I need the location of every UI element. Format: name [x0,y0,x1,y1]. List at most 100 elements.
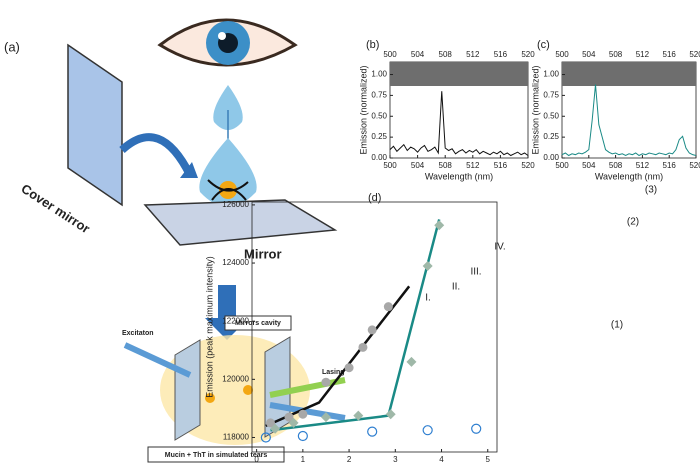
x-axis-label: Wavelength (nm) [425,171,493,181]
ccd-image [562,62,696,86]
panel-label: (a) [4,39,20,54]
x-tick-label: 508 [439,161,453,170]
x-tick-label: 500 [383,161,397,170]
ccd-image [390,62,528,86]
marker [270,423,281,434]
y-axis-label: Emission (peak maximum intensity) [204,256,214,398]
lasing-beam [269,377,346,398]
marker [471,423,482,434]
marker [422,260,433,271]
x-tick-label: 0 [254,455,259,464]
annotation: (2) [627,217,639,228]
x-tick-label: 3 [393,455,398,464]
molecule [205,393,215,403]
marker [320,412,331,423]
excitation-label: Excitaton [122,330,154,337]
x-tick-label: 512 [466,161,480,170]
series-line [265,285,411,427]
x-tick-label: 4 [439,455,444,464]
y-tick-label: 124000 [222,258,249,267]
x-tick-label: 500 [555,161,569,170]
x-axis-label: Wavelength (nm) [595,171,663,181]
marker [284,412,294,422]
x-tick-label: 520 [689,161,700,170]
flip-arrow [119,133,194,177]
marker [265,418,275,428]
y-tick-label: 1.00 [543,70,559,79]
x-tick-label: 508 [609,161,623,170]
lasing-label: Lasing [322,369,345,376]
cavity-label: Mirrors cavity [235,320,281,327]
y-axis-label: Emission (normalized) [530,65,540,154]
x-tick-label-top: 516 [663,50,677,59]
panel-label: (c) [537,39,550,51]
x-tick-label-top: 520 [521,50,535,59]
y-tick-label: 122000 [222,316,249,325]
marker [297,430,308,442]
x-tick-label: 504 [411,161,425,170]
annotation: IV. [494,242,505,253]
y-tick-label: 0.25 [371,132,387,141]
marker [367,426,378,437]
x-tick-label-top: 504 [411,50,425,59]
cover-mirror [67,43,123,207]
down-arrow-shaft [218,285,236,320]
x-tick-label-top: 520 [689,50,700,59]
transmitted-beam [269,402,346,421]
y-tick-label: 1.00 [371,70,387,79]
marker [353,410,364,421]
x-tick-label-top: 512 [466,50,480,59]
marker [406,356,417,367]
x-tick-label-top: 504 [582,50,596,59]
marker [383,302,393,312]
x-tick-label: 516 [663,161,677,170]
cover-mirror-label: Cover mirror [18,181,92,236]
x-tick-label: 2 [347,455,352,464]
x-tick-label-top: 500 [383,50,397,59]
y-tick-label: 118000 [223,433,250,442]
glint [218,32,226,40]
molecule [243,385,253,395]
series-line [389,91,529,157]
marker [321,377,331,387]
annotation: I. [425,293,431,304]
drop-sample [199,138,257,207]
plot-frame [251,201,498,453]
panel-label: (d) [368,192,381,204]
x-tick-label: 520 [521,161,535,170]
label-box [147,446,285,463]
x-tick-label: 5 [486,455,491,464]
y-tick-label: 0.00 [543,153,559,162]
marker [358,342,368,352]
y-axis-label: Emission (normalized) [358,65,368,154]
marker [344,363,354,373]
y-tick-label: 126000 [222,200,249,209]
y-tick-label: 0.25 [543,132,559,141]
x-tick-label: 512 [636,161,650,170]
marker [422,425,433,436]
annotation: (1) [611,320,623,331]
mirror-label: Mirror [244,246,282,261]
annotation: III. [470,267,481,278]
drop [213,85,243,130]
y-tick-label: 0.50 [543,111,559,120]
flip-arrowhead [180,162,198,178]
y-tick-label: 0.75 [371,91,387,100]
y-tick-label: 0.75 [543,91,559,100]
y-tick-label: 120000 [222,374,249,383]
cavity-mirror-left [174,339,201,441]
x-tick-label-top: 508 [609,50,623,59]
x-tick-label: 516 [494,161,508,170]
marker [385,409,396,420]
series-line [561,84,697,157]
mirror [143,199,338,246]
label-box [224,315,292,331]
marker [260,432,271,443]
x-tick-label-top: 508 [439,50,453,59]
excitation-beam [123,342,192,378]
annotation: II. [452,282,460,293]
marker [288,417,299,428]
marker [298,409,308,419]
marker [367,325,377,335]
